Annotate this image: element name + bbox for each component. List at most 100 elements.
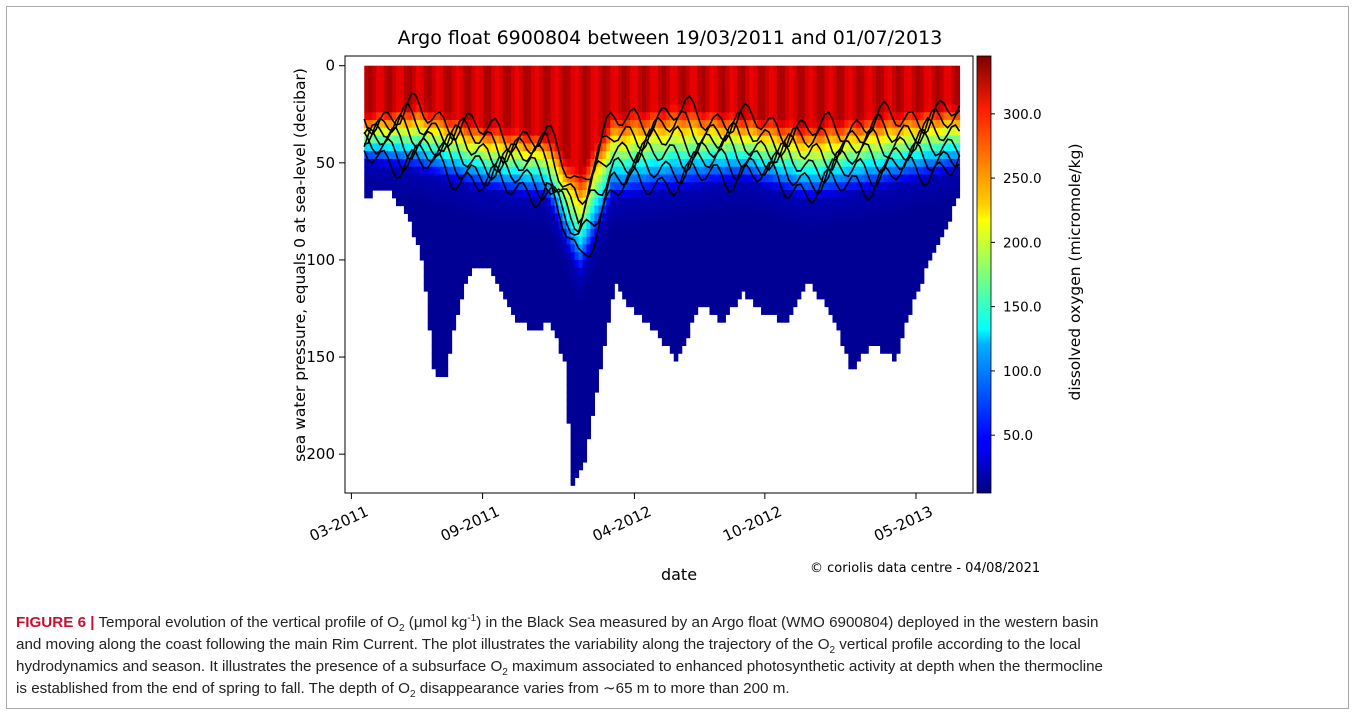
profile-column	[451, 65, 457, 331]
oxygen-cell	[634, 221, 639, 230]
oxygen-cell	[661, 135, 667, 144]
oxygen-cell	[884, 298, 889, 308]
oxygen-cell	[753, 112, 758, 121]
oxygen-cell	[852, 104, 857, 113]
oxygen-cell	[816, 275, 822, 284]
oxygen-cell	[784, 283, 790, 292]
oxygen-cell	[888, 252, 893, 261]
oxygen-cell	[840, 190, 845, 199]
oxygen-cell	[836, 166, 842, 176]
oxygen-cell	[804, 81, 810, 90]
oxygen-cell	[824, 213, 830, 222]
oxygen-cell	[519, 182, 524, 191]
oxygen-cell	[737, 182, 742, 191]
oxygen-cell	[876, 143, 881, 152]
oxygen-cell	[899, 120, 905, 129]
oxygen-cell	[427, 151, 433, 160]
oxygen-cell	[800, 275, 806, 284]
oxygen-cell	[852, 244, 857, 253]
oxygen-cell	[415, 104, 421, 113]
oxygen-cell	[443, 236, 449, 245]
oxygen-cell	[729, 81, 734, 90]
oxygen-cell	[836, 96, 842, 106]
oxygen-cell	[475, 65, 480, 75]
oxygen-cell	[836, 314, 842, 323]
oxygen-cell	[645, 298, 651, 308]
oxygen-cell	[427, 112, 433, 121]
oxygen-cell	[895, 252, 901, 261]
oxygen-cell	[840, 228, 845, 238]
oxygen-cell	[372, 112, 377, 121]
oxygen-cell	[884, 73, 889, 82]
profile-column	[780, 65, 786, 323]
oxygen-cell	[471, 143, 476, 152]
oxygen-cell	[463, 275, 469, 284]
oxygen-cell	[923, 213, 929, 222]
oxygen-cell	[864, 213, 869, 222]
oxygen-cell	[844, 190, 849, 199]
oxygen-cell	[776, 166, 782, 176]
oxygen-cell	[657, 259, 663, 269]
oxygen-cell	[602, 190, 607, 199]
oxygen-cell	[701, 298, 707, 308]
oxygen-cell	[558, 151, 564, 160]
oxygen-cell	[848, 275, 853, 284]
oxygen-cell	[610, 89, 615, 98]
oxygen-cell	[526, 127, 532, 137]
oxygen-cell	[868, 259, 873, 269]
oxygen-cell	[812, 275, 818, 284]
oxygen-cell	[427, 267, 433, 277]
oxygen-cell	[590, 236, 595, 245]
oxygen-cell	[566, 329, 572, 339]
oxygen-cell	[860, 127, 865, 137]
oxygen-cell	[634, 143, 639, 152]
oxygen-cell	[451, 275, 457, 284]
oxygen-cell	[649, 174, 655, 183]
oxygen-cell	[427, 291, 433, 300]
oxygen-cell	[530, 112, 536, 121]
oxygen-cell	[824, 65, 830, 75]
oxygen-cell	[534, 127, 540, 137]
oxygen-cell	[562, 73, 568, 82]
oxygen-cell	[705, 127, 711, 137]
oxygen-cell	[721, 252, 726, 261]
oxygen-cell	[491, 96, 496, 106]
oxygen-cell	[697, 104, 703, 113]
oxygen-cell	[931, 228, 937, 238]
oxygen-cell	[630, 182, 635, 191]
oxygen-cell	[828, 96, 834, 106]
oxygen-cell	[558, 291, 564, 300]
oxygen-cell	[538, 228, 544, 238]
oxygen-cell	[380, 166, 385, 176]
oxygen-cell	[836, 267, 842, 277]
oxygen-cell	[459, 205, 465, 214]
oxygen-cell	[645, 65, 651, 75]
oxygen-cell	[578, 407, 584, 416]
oxygen-cell	[856, 283, 861, 292]
oxygen-cell	[451, 291, 457, 300]
oxygen-cell	[749, 197, 754, 207]
oxygen-cell	[395, 143, 401, 152]
oxygen-cell	[368, 166, 373, 176]
oxygen-cell	[459, 190, 465, 199]
oxygen-cell	[852, 197, 857, 207]
oxygen-cell	[554, 244, 560, 253]
oxygen-cell	[923, 151, 929, 160]
oxygen-cell	[657, 213, 663, 222]
oxygen-cell	[427, 322, 433, 331]
oxygen-cell	[495, 236, 500, 245]
oxygen-cell	[479, 236, 484, 245]
oxygen-cell	[467, 213, 472, 222]
oxygen-cell	[586, 166, 592, 176]
oxygen-cell	[705, 283, 711, 292]
oxygen-cell	[507, 127, 512, 137]
oxygen-cell	[737, 228, 742, 238]
oxygen-cell	[443, 213, 449, 222]
oxygen-cell	[364, 158, 369, 168]
oxygen-cell	[423, 244, 429, 253]
oxygen-cell	[856, 65, 861, 75]
oxygen-cell	[780, 65, 786, 75]
oxygen-cell	[522, 120, 528, 129]
oxygen-cell	[768, 213, 774, 222]
oxygen-cell	[721, 197, 726, 207]
